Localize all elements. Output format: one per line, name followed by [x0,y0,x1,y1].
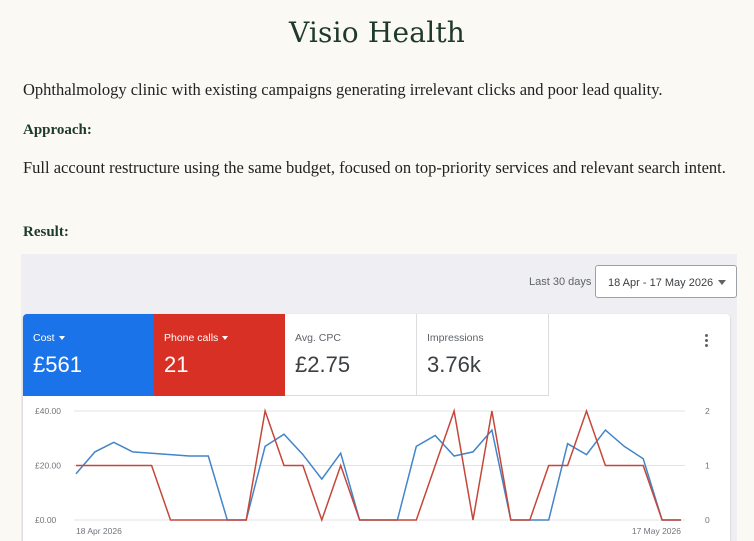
phone-calls-series-line [76,408,681,523]
metric-value: 21 [164,352,189,377]
metric-avg-cpc[interactable]: Avg. CPC £2.75 [285,314,417,396]
dropdown-arrow-icon [58,336,65,341]
metric-label: Phone calls [164,332,219,344]
metric-value: £561 [33,352,82,377]
metric-impressions[interactable]: Impressions 3.76k [417,314,549,396]
y-left-tick-label: £0.00 [35,515,57,525]
approach-heading: Approach: [23,122,92,138]
dropdown-arrow-icon [222,336,229,341]
y-left-tick-label: £40.00 [35,406,61,416]
ads-dashboard-screenshot: Last 30 days 18 Apr - 17 May 2026 Cost £… [21,254,737,541]
x-tick-label: 18 Apr 2026 [76,526,122,536]
date-range-select[interactable]: 18 Apr - 17 May 2026 [595,265,737,298]
metric-label: Avg. CPC [295,332,341,344]
performance-chart: £0.00 0 £20.00 1 £40.00 2 18 Apr 2026 17 May 20… [35,406,710,536]
chevron-down-icon [718,280,726,285]
performance-card: Cost £561 Phone calls 21 Avg. CPC £2.75 … [23,314,730,541]
metric-label: Cost [33,332,55,344]
intro-text: Ophthalmology clinic with existing campa… [23,80,663,99]
x-tick-label: 17 May 2026 [632,526,681,536]
page-title: Visio Health [288,16,466,49]
y-left-tick-label: £20.00 [35,461,61,471]
y-right-tick-label: 1 [705,461,710,471]
period-label: Last 30 days [529,276,592,288]
metric-phone-calls[interactable]: Phone calls 21 [154,314,285,396]
metric-cost[interactable]: Cost £561 [23,314,154,396]
more-vert-icon[interactable] [705,334,709,349]
y-right-tick-label: 0 [705,515,710,525]
date-range-value: 18 Apr - 17 May 2026 [608,277,714,289]
metric-value: £2.75 [295,352,351,377]
metric-label: Impressions [427,332,484,344]
metric-value: 3.76k [427,352,481,377]
result-heading: Result: [23,224,69,240]
cost-series-line [75,428,681,521]
y-right-tick-label: 2 [705,406,710,416]
approach-text: Full account restructure using the same … [23,158,726,177]
